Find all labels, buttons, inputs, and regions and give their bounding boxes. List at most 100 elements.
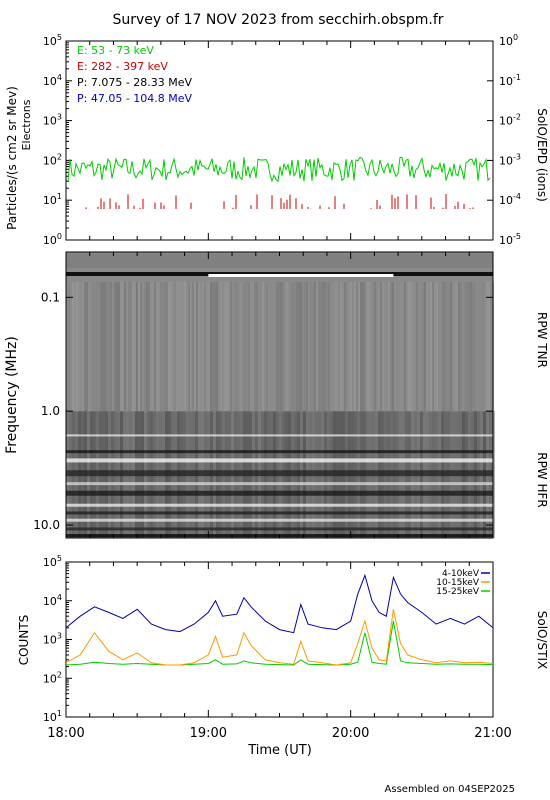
tnr-column [344,282,346,412]
rpw-ylabel: Frequency (MHz) [4,336,20,454]
tnr-column [380,282,382,412]
tnr-column [128,282,130,412]
stix-ytick-label: 101 [43,709,62,724]
tnr-column [188,282,190,412]
tnr-column [172,282,174,412]
tnr-column [224,282,226,412]
tnr-column [290,282,292,412]
stix-legend-label: 15-25keV [436,587,480,597]
tnr-column [216,282,218,412]
tnr-column [382,282,384,412]
tnr-column [206,282,208,412]
rpw-ytick-label: 10.0 [33,518,60,532]
epd-series-electrons-low [67,156,491,183]
tnr-column [370,282,372,412]
tnr-column [450,282,452,412]
hfr-band [66,518,493,522]
tnr-column [126,282,128,412]
epd-series-electrons-high [85,194,474,210]
tnr-column [362,282,364,412]
tnr-column [144,282,146,412]
tnr-column [392,282,394,412]
tnr-column [74,282,76,412]
tnr-column [242,282,244,412]
tnr-column [440,282,442,412]
tnr-column [108,282,110,412]
hfr-band [66,511,493,515]
tnr-column [476,282,478,412]
tnr-column [398,282,400,412]
tnr-column [166,282,168,412]
tnr-column [266,282,268,412]
tnr-column [140,282,142,412]
tnr-column [442,282,444,412]
tnr-column [436,282,438,412]
tnr-column [390,282,392,412]
tnr-column [220,282,222,412]
tnr-column [112,282,114,412]
tnr-column [240,282,242,412]
tnr-column [284,282,286,412]
epd-legend-item: P: 47.05 - 104.8 MeV [77,92,193,105]
tnr-column [410,282,412,412]
tnr-column [350,282,352,412]
hfr-band [66,434,493,437]
tnr-column [478,282,480,412]
tnr-column [154,282,156,412]
tnr-column [218,282,220,412]
tnr-column [372,282,374,412]
tnr-column [100,282,102,412]
tnr-column [276,282,278,412]
tnr-column [232,282,234,412]
tnr-column [138,282,140,412]
hfr-band [66,458,493,463]
tnr-column [288,282,290,412]
tnr-column [360,282,362,412]
tnr-column [192,282,194,412]
tnr-column [300,282,302,412]
tnr-column [244,282,246,412]
tnr-column [236,282,238,412]
tnr-column [268,282,270,412]
tnr-column [412,282,414,412]
tnr-column [342,282,344,412]
epd-legend: E: 53 - 73 keV E: 282 - 397 keV P: 7.075 -… [77,44,193,105]
tnr-column [136,282,138,412]
tnr-column [406,282,408,412]
tnr-column [234,282,236,412]
tnr-column [212,282,214,412]
tnr-column [324,282,326,412]
tnr-column [200,282,202,412]
tnr-column [376,282,378,412]
tnr-column [196,282,198,412]
epd-legend-item: E: 53 - 73 keV [77,44,154,57]
tnr-column [118,282,120,412]
tnr-column [124,282,126,412]
tnr-column [454,282,456,412]
epd-legend-item: P: 7.075 - 28.33 MeV [77,76,193,89]
tnr-column [270,282,272,412]
tnr-column [274,282,276,412]
tnr-column [180,282,182,412]
stix-ylabel: COUNTS [17,615,31,666]
tnr-column [246,282,248,412]
tnr-bright-band [208,274,394,277]
tnr-column [352,282,354,412]
tnr-column [428,282,430,412]
tnr-column [178,282,180,412]
rpw-hfr-label: RPW HFR [535,452,549,508]
epd-left-axis: 100 101 102 103 104 105 [43,33,72,247]
tnr-column [190,282,192,412]
tnr-column [386,282,388,412]
tnr-column [434,282,436,412]
epd-ytick-label: 103 [43,113,62,128]
stix-legend-label: 4-10keV [442,569,480,579]
stix-ytick-label: 103 [43,632,62,647]
tnr-column [114,282,116,412]
tnr-column [304,282,306,412]
tnr-column [480,282,482,412]
tnr-column [94,282,96,412]
tnr-column [482,282,484,412]
